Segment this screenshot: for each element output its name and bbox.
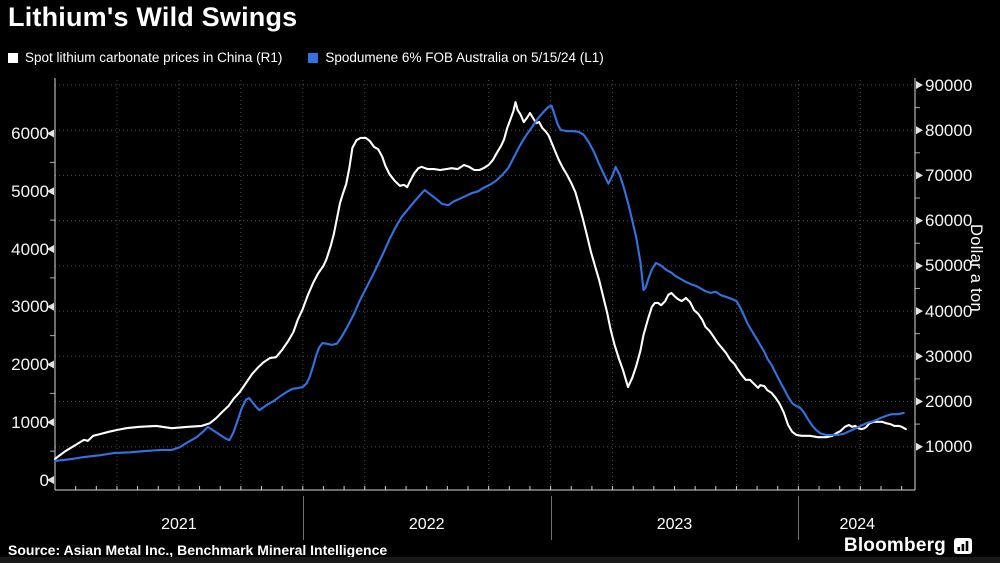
right-axis-tick-label: 70000 — [925, 165, 973, 185]
left-axis-major-tick — [47, 476, 54, 484]
left-axis-major-tick — [47, 302, 54, 311]
left-axis-major-tick — [47, 187, 54, 196]
left-axis-tick-label: 3000 — [11, 297, 49, 317]
left-axis-tick-label: 5000 — [11, 181, 49, 201]
right-axis-major-tick — [916, 81, 923, 89]
bar-chart-icon — [954, 538, 972, 554]
page-title: Lithium's Wild Swings — [8, 2, 298, 32]
left-axis-tick-label: 2000 — [11, 355, 49, 374]
spodumene-price-line — [53, 104, 905, 462]
x-axis-year-label: 2021 — [161, 516, 197, 533]
left-axis-major-tick — [47, 245, 54, 253]
right-axis-major-tick — [916, 352, 923, 361]
left-axis-tick-label: 4000 — [11, 239, 49, 259]
year-separator — [550, 496, 552, 540]
x-axis-year-label: 2024 — [839, 516, 876, 533]
carbonate-price-line — [53, 101, 907, 460]
right-axis-tick-label: 20000 — [925, 391, 973, 411]
source-note: Source: Asian Metal Inc., Benchmark Mine… — [8, 542, 388, 558]
right-axis-major-tick — [916, 442, 923, 451]
right-axis-major-tick — [916, 307, 923, 316]
legend-label-carbonate: Spot lithium carbonate prices in China (… — [25, 50, 283, 65]
right-axis-tick-label: 80000 — [925, 120, 973, 140]
right-axis-tick-label: 50000 — [925, 256, 973, 276]
right-axis-tick-label: 90000 — [925, 75, 973, 95]
x-axis-year-label: 2022 — [408, 516, 445, 533]
left-axis-tick-label: 1000 — [11, 412, 49, 432]
legend-swatch-spodumene — [308, 52, 319, 63]
legend: Spot lithium carbonate prices in China (… — [8, 50, 604, 65]
right-axis-major-tick — [916, 261, 923, 270]
bloomberg-wordmark: Bloomberg — [843, 535, 946, 556]
x-axis-year-label: 2023 — [656, 516, 693, 533]
right-axis-tick-label: 40000 — [925, 301, 973, 321]
right-axis-tick-label: 10000 — [925, 437, 973, 457]
right-axis-title: Dollar a ton — [967, 224, 985, 312]
year-separator — [302, 496, 304, 540]
right-axis-tick-label: 30000 — [925, 346, 973, 366]
left-axis-major-tick — [47, 418, 54, 427]
left-axis-tick-label: 0 — [39, 470, 49, 490]
left-axis-major-tick — [47, 129, 54, 138]
legend-item-carbonate: Spot lithium carbonate prices in China (… — [8, 50, 282, 65]
right-axis-tick-label: 60000 — [925, 211, 973, 231]
year-separator — [798, 496, 800, 540]
right-axis-major-tick — [916, 397, 923, 406]
bloomberg-logo: Bloomberg — [844, 535, 972, 557]
legend-swatch-carbonate — [8, 52, 18, 63]
left-axis-tick-label: 6000 — [11, 124, 49, 143]
left-axis-major-tick — [47, 360, 54, 369]
right-axis-major-tick — [916, 171, 923, 180]
bottom-strip — [0, 557, 1000, 563]
legend-item-spodumene: Spodumene 6% FOB Australia on 5/15/24 (L… — [308, 50, 604, 65]
right-axis-major-tick — [916, 216, 923, 225]
legend-label-spodumene: Spodumene 6% FOB Australia on 5/15/24 (L… — [325, 50, 604, 65]
right-axis-major-tick — [916, 126, 923, 135]
